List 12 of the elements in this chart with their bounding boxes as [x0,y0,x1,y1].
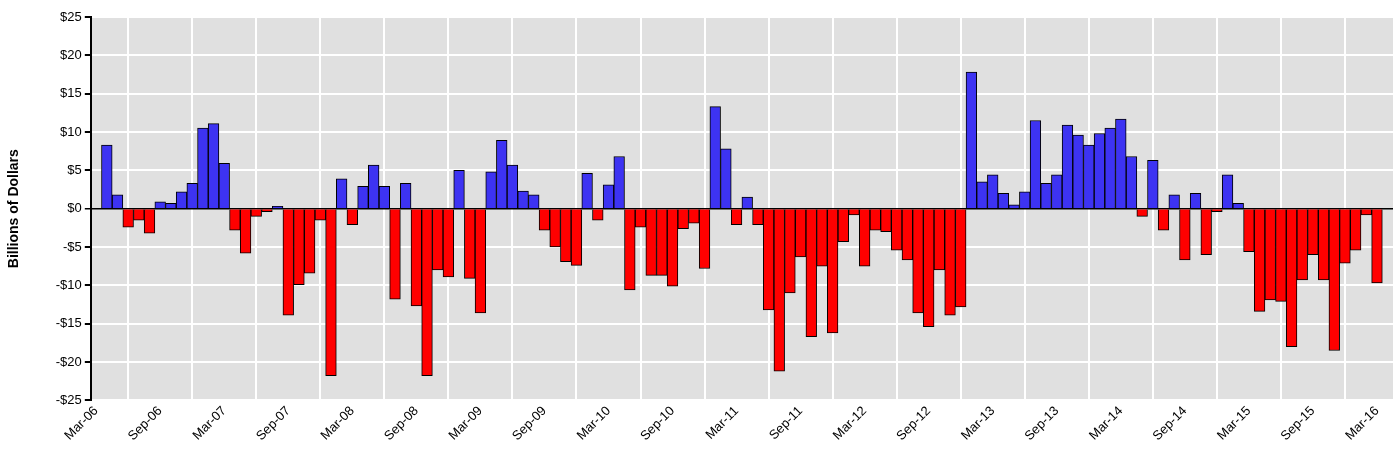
y-tick-label: -$10 [55,276,82,292]
y-tick-label: $20 [60,46,82,62]
y-tick-label: $25 [60,8,82,24]
y-tick-label: $5 [67,161,82,177]
y-tick-label: $15 [60,85,82,101]
y-tick-label: $10 [60,123,82,139]
y-tick-label: $0 [67,200,82,216]
y-tick-label: -$25 [55,391,82,407]
y-tick-label: -$5 [63,238,82,254]
y-tick-label: -$15 [55,315,82,331]
y-tick-label: -$20 [55,353,82,369]
y-axis-title: Billions of Dollars [5,148,22,269]
